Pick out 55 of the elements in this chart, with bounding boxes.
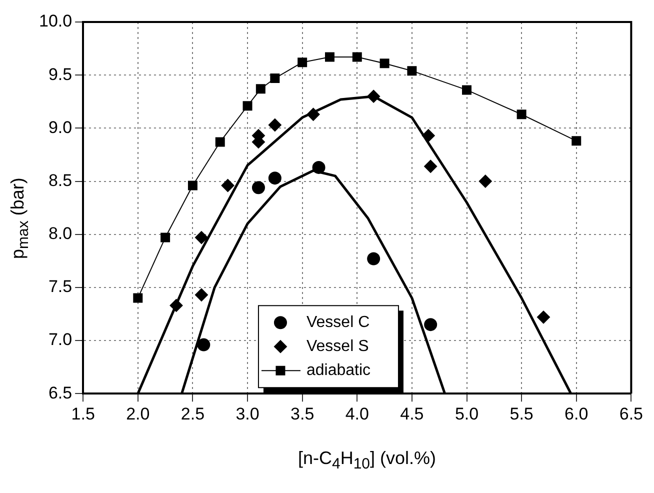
- point: [170, 298, 183, 312]
- y-tick-label: 8.5: [48, 170, 72, 190]
- y-tick-label: 9.0: [48, 118, 72, 137]
- point: [160, 232, 170, 242]
- legend-label: Vessel S: [306, 338, 369, 356]
- x-tick-label: 2.0: [126, 404, 150, 424]
- x-tick-label: 2.5: [180, 404, 205, 424]
- point: [194, 231, 208, 244]
- point: [324, 52, 334, 62]
- y-tick-label: 9.5: [48, 64, 72, 84]
- point: [306, 108, 320, 121]
- x-tick-label: 5.0: [454, 404, 479, 424]
- x-tick-label: 6.5: [619, 404, 644, 424]
- point: [367, 90, 380, 103]
- x-tick-label: 4.0: [345, 404, 369, 424]
- y-tick-label: 8.0: [48, 224, 72, 244]
- point: [242, 101, 252, 111]
- point: [188, 180, 198, 190]
- x-axis-title: [n-C$_{4}$H$_{10}$] (vol.%): [296, 448, 438, 473]
- point: [270, 74, 280, 84]
- y-tick-label: 10.0: [38, 12, 72, 31]
- point: [424, 160, 438, 173]
- point: [572, 136, 582, 146]
- point: [422, 129, 435, 142]
- point: [462, 85, 472, 95]
- y-tick-label: 7.0: [48, 330, 72, 350]
- point: [194, 288, 208, 302]
- point: [352, 52, 362, 62]
- x-tick-label: 6.0: [564, 404, 588, 424]
- point: [367, 252, 380, 266]
- point: [298, 58, 308, 68]
- legend-label: Vessel C: [306, 314, 370, 332]
- x-tick-label: 4.5: [400, 404, 424, 424]
- point: [268, 118, 282, 132]
- point: [536, 310, 550, 324]
- point: [407, 66, 417, 76]
- point: [221, 179, 234, 192]
- x-tick-label: 3.0: [236, 404, 260, 424]
- point: [380, 58, 390, 68]
- y-tick-label: 7.5: [48, 277, 72, 296]
- point: [256, 84, 266, 94]
- point: [478, 174, 492, 188]
- x-tick-label: 1.5: [71, 404, 95, 424]
- point: [133, 293, 143, 303]
- point: [268, 172, 282, 185]
- x-tick-label: 3.5: [290, 404, 314, 424]
- point: [516, 110, 526, 120]
- point: [312, 160, 326, 174]
- y-tick-label: 6.5: [48, 383, 72, 402]
- point: [424, 318, 438, 332]
- point: [215, 137, 225, 147]
- point: [197, 338, 210, 352]
- point: [252, 181, 265, 194]
- x-tick-label: 5.5: [510, 404, 534, 424]
- legend-label: adiabatic: [306, 362, 371, 380]
